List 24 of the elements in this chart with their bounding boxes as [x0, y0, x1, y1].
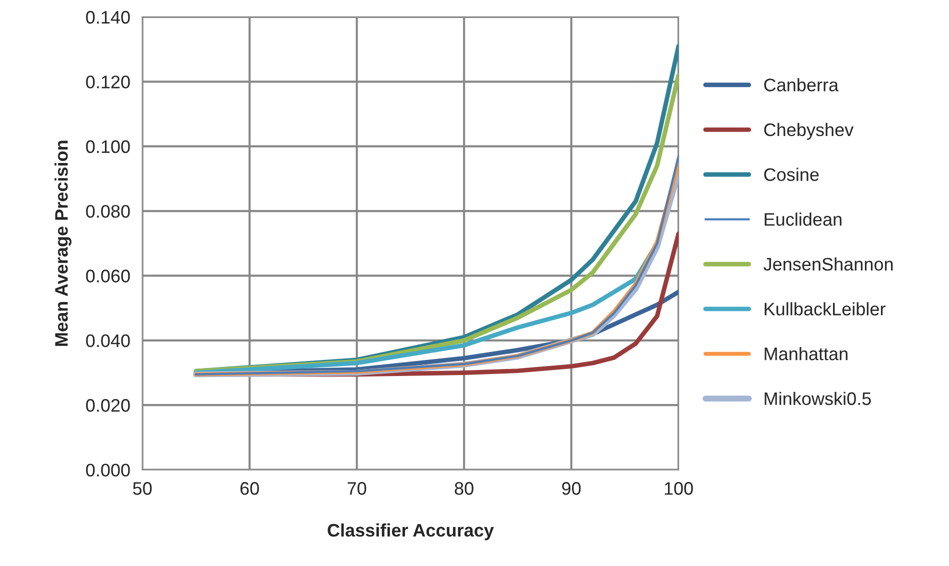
y-tick-label: 0.120	[86, 76, 130, 88]
legend-label: Cosine	[764, 168, 819, 181]
x-tick-label: 90	[562, 482, 581, 495]
legend-label: KullbackLeibler	[764, 302, 886, 316]
x-axis-title: Classifier Accuracy	[328, 523, 494, 540]
x-tick-label: 100	[664, 482, 693, 495]
y-tick-label: 0.080	[86, 204, 130, 218]
legend-label: Manhattan	[764, 347, 848, 360]
x-tick-label: 70	[348, 482, 366, 495]
legend-label: Minkowski0.5	[764, 392, 871, 406]
y-tick-label: 0.060	[86, 270, 130, 282]
y-tick-label: 0.140	[86, 10, 130, 24]
y-tick-label: 0.040	[86, 334, 130, 348]
x-tick-label: 60	[240, 482, 259, 495]
legend-label: Chebyshev	[764, 122, 854, 140]
x-tick-label: 80	[454, 482, 474, 495]
legend-label: JensenShannon	[764, 257, 893, 271]
y-tick-label: 0.000	[86, 464, 130, 476]
y-tick-label: 0.100	[86, 140, 130, 154]
y-axis-title: Mean Average Precision	[54, 140, 72, 346]
y-tick-label: 0.020	[86, 399, 130, 412]
x-tick-label: 50	[133, 482, 152, 495]
legend-label: Euclidean	[764, 212, 842, 226]
legend-label: Canberra	[764, 78, 839, 92]
